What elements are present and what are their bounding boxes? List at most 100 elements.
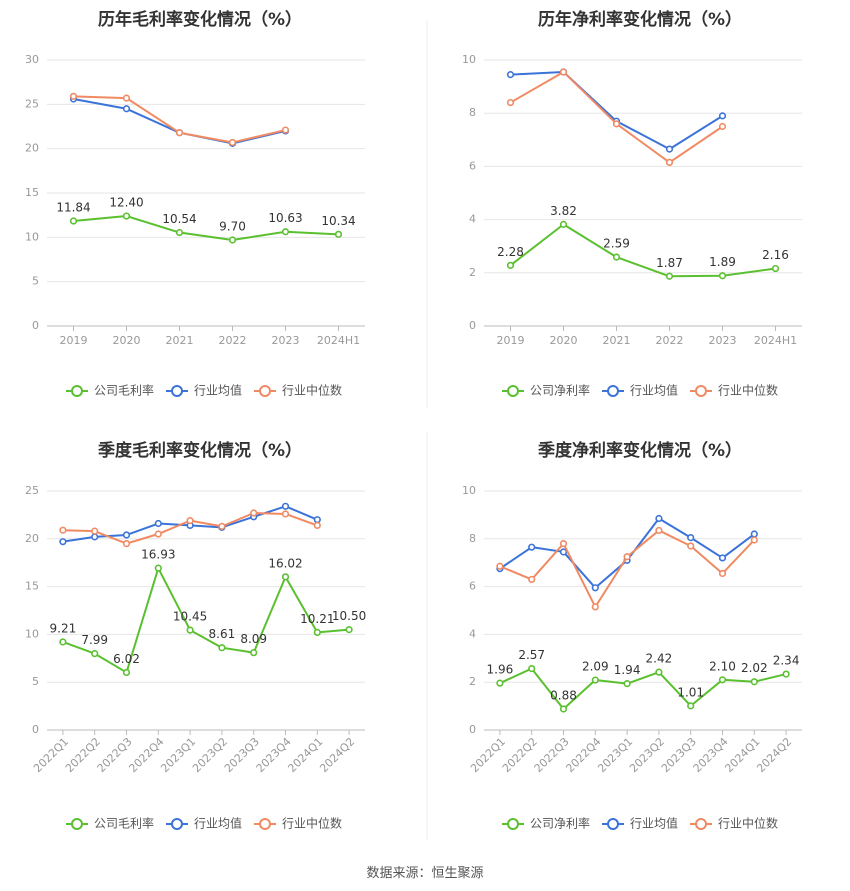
legend-item-company[interactable]: 公司净利率 [502,816,590,831]
x-tick-label: 2024Q2 [317,735,357,775]
data-label: 1.89 [709,255,736,269]
y-tick-label: 15 [25,186,39,199]
data-point-avg [91,533,99,541]
y-tick-label: 0 [32,319,39,332]
quarterly-gross-chart: 季度毛利率变化情况（%）05101520252022Q12022Q22022Q3… [25,440,366,831]
y-tick-label: 10 [462,484,476,497]
data-point-company [559,705,568,713]
legend-marker [259,818,271,830]
y-tick-label: 5 [32,275,39,288]
data-point-median [186,517,194,525]
y-tick-label: 6 [469,580,476,593]
legend-label: 行业中位数 [718,383,778,398]
legend-label: 公司净利率 [530,383,590,398]
series-line-median [499,529,756,608]
y-tick-label: 10 [25,230,39,243]
legend: 公司毛利率 行业均值 行业中位数 [66,383,342,398]
x-tick-label: 2019 [497,334,525,347]
data-point-company [623,680,631,688]
y-tick-label: 20 [25,532,39,545]
data-point-median [59,526,67,534]
legend-item-avg[interactable]: 行业均值 [602,816,678,831]
data-point-median [228,138,237,147]
data-point-company [218,644,226,652]
data-point-avg [718,554,727,562]
data-point-median [718,122,727,131]
data-point-avg [750,530,758,538]
legend-marker [71,818,83,830]
legend-item-company[interactable]: 公司毛利率 [66,816,154,831]
data-point-company [154,564,162,572]
annual-gross-chart: 历年毛利率变化情况（%） 0 5 10 15 20 25 30 2019 2020 2021 2022… [25,9,365,398]
legend-label: 行业中位数 [282,383,342,398]
legend-item-company[interactable]: 公司净利率 [502,383,590,398]
data-point-median [612,120,621,128]
data-point-median [559,68,568,76]
legend-marker [171,385,183,397]
data-point-avg [559,548,568,556]
data-point-median [313,521,321,530]
legend-marker [507,818,519,830]
x-tick-label: 2021 [166,334,194,347]
x-tick-label: 2020 [550,334,578,347]
legend-marker [171,818,183,830]
data-point-company [496,679,504,687]
data-label: 2.59 [603,237,630,251]
data-point-median [122,539,131,548]
data-point-company [281,228,290,236]
legend-marker [507,385,519,397]
data-label: 1.96 [487,663,514,677]
data-label: 3.82 [550,204,577,218]
data-point-median [750,536,758,544]
data-point-median [496,562,504,570]
legend-marker [71,385,83,397]
y-tick-label: 25 [25,97,39,110]
data-point-avg [281,502,290,510]
data-label: 2.10 [709,659,736,673]
legend: 公司净利率 行业均值 行业中位数 [502,816,778,831]
data-point-company [782,670,790,678]
x-tick-label: 2021 [603,334,631,347]
legend-label: 行业中位数 [282,816,342,831]
x-tick-label: 2023 [709,334,737,347]
data-label: 2.34 [773,654,800,668]
data-label: 10.45 [173,610,207,624]
legend-item-avg[interactable]: 行业均值 [602,383,678,398]
data-point-median [528,575,536,584]
legend-item-median[interactable]: 行业中位数 [254,383,342,398]
data-point-avg [591,584,599,592]
legend-marker [695,385,707,397]
data-point-company [122,668,131,677]
legend-item-median[interactable]: 行业中位数 [690,816,778,831]
data-point-median [218,522,226,530]
legend-item-company[interactable]: 公司毛利率 [66,383,154,398]
data-point-company [506,261,515,269]
x-tick-label: 2022 [656,334,684,347]
data-point-median [655,526,663,535]
legend-item-avg[interactable]: 行业均值 [166,383,242,398]
data-point-company [250,649,258,657]
data-point-company [334,230,343,238]
legend-item-median[interactable]: 行业中位数 [690,383,778,398]
data-label: 10.54 [162,212,196,226]
x-tick-label: 2020 [113,334,141,347]
y-tick-label: 15 [25,580,39,593]
legend: 公司毛利率 行业均值 行业中位数 [66,816,342,831]
data-point-median [175,129,184,137]
data-point-median [506,98,515,107]
data-point-company [665,272,674,280]
y-tick-label: 2 [469,675,476,688]
data-label: 9.70 [219,219,246,233]
data-label: 1.94 [614,663,641,677]
data-point-company [186,626,194,634]
x-tick-label: 2024Q2 [754,735,794,775]
data-point-avg [122,531,131,539]
y-tick-label: 20 [25,142,39,155]
y-tick-label: 5 [32,675,39,688]
legend-item-median[interactable]: 行业中位数 [254,816,342,831]
data-label: 2.09 [582,660,609,674]
legend-item-avg[interactable]: 行业均值 [166,816,242,831]
y-tick-label: 6 [469,159,476,172]
data-point-median [591,603,599,611]
data-point-company [313,628,321,636]
